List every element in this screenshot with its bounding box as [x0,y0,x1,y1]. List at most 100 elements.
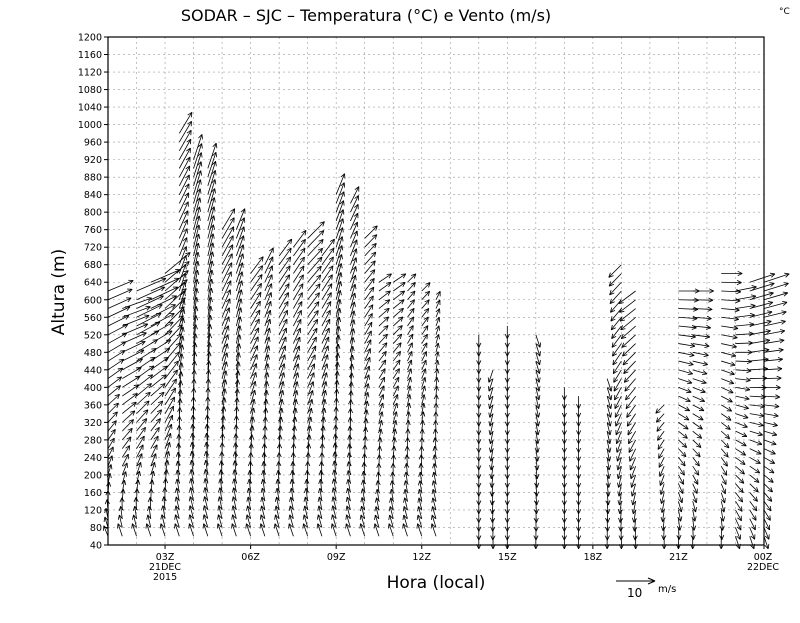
wind-arrow-head [211,297,212,302]
wind-arrow-head [782,301,787,302]
wind-arrow-head [437,386,439,391]
wind-arrow-head [233,461,235,466]
wind-arrow-head [411,377,412,382]
wind-arrow-head [268,364,269,369]
wind-arrow-head [152,480,154,485]
wind-arrow-head [275,497,276,502]
x-tick-label: 18Z [584,552,603,563]
wind-arrow-head [339,326,340,331]
wind-arrow [265,284,272,300]
wind-arrow-head [618,518,620,523]
wind-arrow [322,328,329,343]
wind-arrow-head [617,465,618,470]
wind-arrow-head [758,426,763,427]
wind-arrow-head [360,506,361,511]
wind-arrow-head [368,392,369,397]
wind-arrow-head [725,498,726,503]
wind-arrow-head [778,357,783,359]
wind-arrow-head [382,412,383,417]
wind-arrow-head [260,524,261,529]
wind-arrow-head [260,515,261,520]
y-tick-label: 200 [84,470,102,481]
x-tick-label: 21Z [669,552,688,563]
wind-arrow-head [410,394,411,399]
wind-arrow-head [209,352,211,357]
wind-arrow-head [356,266,357,271]
wind-arrow-head [351,391,353,396]
wind-arrow-head [317,515,318,520]
wind-arrow-head [262,470,264,475]
wind-arrow-head [105,508,106,513]
wind-arrow-head [125,480,126,485]
wind-arrow-head [275,506,276,511]
wind-arrow-head [362,462,364,467]
wind-arrow-head [218,515,219,520]
wind-arrow-head [732,338,737,339]
wind-arrow-head [375,498,376,503]
wind-arrow-head [240,326,241,331]
wind-arrow [322,248,334,265]
wind-arrow-head [291,461,293,466]
wind-arrow-head [347,444,349,449]
wind-arrow-head [261,506,262,511]
wind-arrow-head [396,420,397,425]
wind-arrow-head [687,383,692,384]
wind-arrow-head [169,451,170,456]
wind-arrow-head [539,404,540,409]
wind-arrow [322,310,330,326]
wind-arrow-head [199,234,200,239]
wind-arrow-head [681,516,682,521]
wind-arrow-head [707,319,712,321]
wind-arrow-head [289,524,290,529]
wind-arrow-head [704,355,709,356]
wind-arrow-head [489,430,490,435]
wind-arrow [279,337,286,352]
wind-arrow-head [283,390,284,395]
y-tick-label: 280 [84,435,102,446]
wind-arrow-head [423,412,424,417]
wind-arrow-head [339,335,340,340]
wind-arrow-head [138,480,140,485]
x-tick-date: 22DEC [747,562,779,573]
wind-arrow-head [175,506,176,511]
wind-arrow-head [766,320,771,321]
wind-arrow [293,328,300,343]
wind-arrow-head [631,491,632,496]
wind-arrow-head [682,498,683,503]
wind-arrow-head [204,478,205,483]
wind-arrow-head [281,417,282,422]
wind-arrow [308,248,323,264]
wind-arrow-head [241,299,242,304]
wind-arrow-head [167,469,169,474]
wind-arrow [735,440,746,446]
wind-arrow-head [246,506,247,511]
wind-arrow-head [341,263,342,268]
wind-arrow-head [200,189,201,194]
wind-arrow-head [488,377,489,382]
wind-arrow-head [611,395,612,400]
wind-arrow [750,396,766,397]
wind-arrow-head [262,461,264,466]
wind-arrow-head [280,435,282,440]
wind-arrow-head [284,364,285,369]
wind-arrow-head [303,515,304,520]
wind-arrow-head [183,327,184,332]
wind-arrow-head [175,497,176,502]
wind-arrow [322,266,333,282]
wind-arrow-head [660,490,661,495]
wind-arrow-head [403,506,404,511]
wind-arrow [251,292,261,308]
x-tick-year: 2015 [153,572,177,583]
wind-arrow-head [609,483,611,488]
wind-arrow-head [213,234,214,239]
wind-arrow-head [118,515,119,520]
wind-arrow-head [238,389,240,394]
wind-arrow-head [276,488,277,493]
wind-arrow [350,213,357,229]
wind-arrow [293,337,299,352]
wind-arrow-head [310,426,311,431]
wind-arrow-head [701,383,706,384]
wind-arrow-head [310,435,312,440]
wind-arrow-head [489,456,490,461]
wind-arrow [165,388,176,405]
